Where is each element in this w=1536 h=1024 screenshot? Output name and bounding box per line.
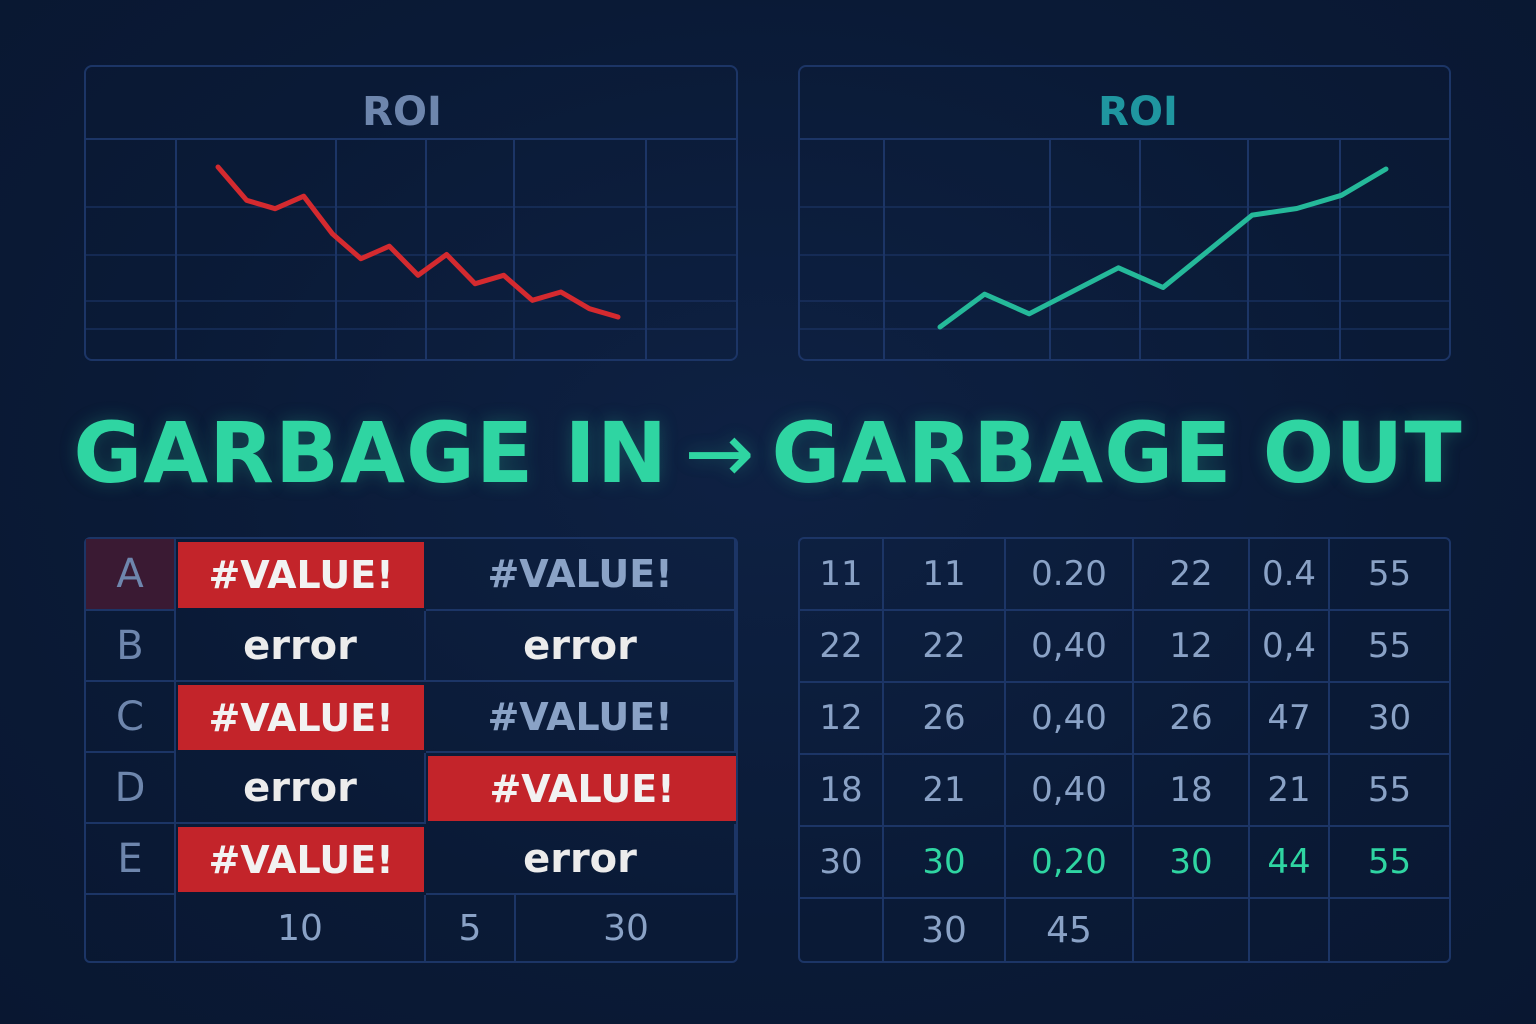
error-cell-highlighted: #VALUE!	[178, 542, 424, 608]
output-cell: 22	[884, 611, 1006, 683]
output-cell: 0.4	[1250, 539, 1330, 611]
footer-value: 30	[884, 899, 1006, 961]
footer-value: 45	[1006, 899, 1134, 961]
row-label: E	[86, 824, 176, 895]
output-cell: 26	[884, 683, 1006, 755]
output-cell: 18	[800, 755, 884, 827]
row-label: D	[86, 753, 176, 824]
output-cell: 0,20	[1006, 827, 1134, 899]
footer-empty-cell	[1250, 899, 1330, 961]
footer-value: 5	[426, 895, 516, 961]
output-cell: 47	[1250, 683, 1330, 755]
headline-left: GARBAGE IN	[73, 404, 669, 502]
roi-chart-rising-panel: ROI	[798, 65, 1451, 361]
output-cell: 18	[1134, 755, 1250, 827]
error-cell-highlighted: #VALUE!	[178, 685, 424, 750]
output-cell: 11	[800, 539, 884, 611]
chart-title: ROI	[362, 89, 442, 135]
chart-title: ROI	[1098, 89, 1178, 135]
output-cell: 55	[1330, 827, 1449, 899]
output-cell: 0,4	[1250, 611, 1330, 683]
output-cell: 30	[800, 827, 884, 899]
output-cell: 0.20	[1006, 539, 1134, 611]
output-cell: 0,40	[1006, 683, 1134, 755]
footer-empty-cell	[1134, 899, 1250, 961]
error-cell: error	[176, 611, 426, 682]
output-cell: 0,40	[1006, 611, 1134, 683]
output-cell: 0,40	[1006, 755, 1134, 827]
roi-chart-declining: ROI	[86, 89, 736, 359]
output-cell: 30	[1330, 683, 1449, 755]
error-cell: error	[426, 824, 736, 895]
output-cell: 30	[884, 827, 1006, 899]
headline: GARBAGE IN → GARBAGE OUT	[0, 398, 1536, 508]
output-cell: 55	[1330, 755, 1449, 827]
output-cell: 22	[800, 611, 884, 683]
output-cell: 30	[1134, 827, 1250, 899]
roi-chart-declining-panel: ROI	[84, 65, 738, 361]
row-label: C	[86, 682, 176, 753]
output-cell: 12	[1134, 611, 1250, 683]
row-label: A	[86, 539, 176, 611]
output-cell: 12	[800, 683, 884, 755]
roi-chart-rising: ROI	[800, 89, 1449, 359]
error-cell-highlighted: #VALUE!	[428, 756, 736, 821]
arrow-icon: →	[684, 404, 756, 502]
error-cell: #VALUE!	[426, 682, 736, 753]
error-cell: #VALUE!	[426, 539, 736, 611]
row-label: B	[86, 611, 176, 682]
footer-value: 30	[603, 907, 649, 949]
error-cell: error	[426, 611, 736, 682]
output-cell: 21	[884, 755, 1006, 827]
output-cell: 26	[1134, 683, 1250, 755]
footer-empty-cell	[86, 895, 176, 961]
output-cell: 55	[1330, 539, 1449, 611]
headline-right: GARBAGE OUT	[771, 404, 1463, 502]
chart-grid	[800, 138, 1449, 359]
error-cell-highlighted: #VALUE!	[178, 827, 424, 892]
output-cell: 11	[884, 539, 1006, 611]
footer-empty-cell	[1330, 899, 1449, 961]
output-cell: 44	[1250, 827, 1330, 899]
footer-value: 10	[176, 895, 426, 961]
output-table: 11 11 0.20 22 0.4 55 22 22 0,40 12 0,4 55 12 26 0,40 26…	[798, 537, 1451, 963]
output-cell: 22	[1134, 539, 1250, 611]
output-cell: 21	[1250, 755, 1330, 827]
series-line	[937, 166, 1389, 330]
chart-grid	[86, 138, 736, 359]
footer-empty-cell	[800, 899, 884, 961]
error-cell: error	[176, 753, 426, 824]
series-line	[215, 164, 621, 320]
output-cell: 55	[1330, 611, 1449, 683]
